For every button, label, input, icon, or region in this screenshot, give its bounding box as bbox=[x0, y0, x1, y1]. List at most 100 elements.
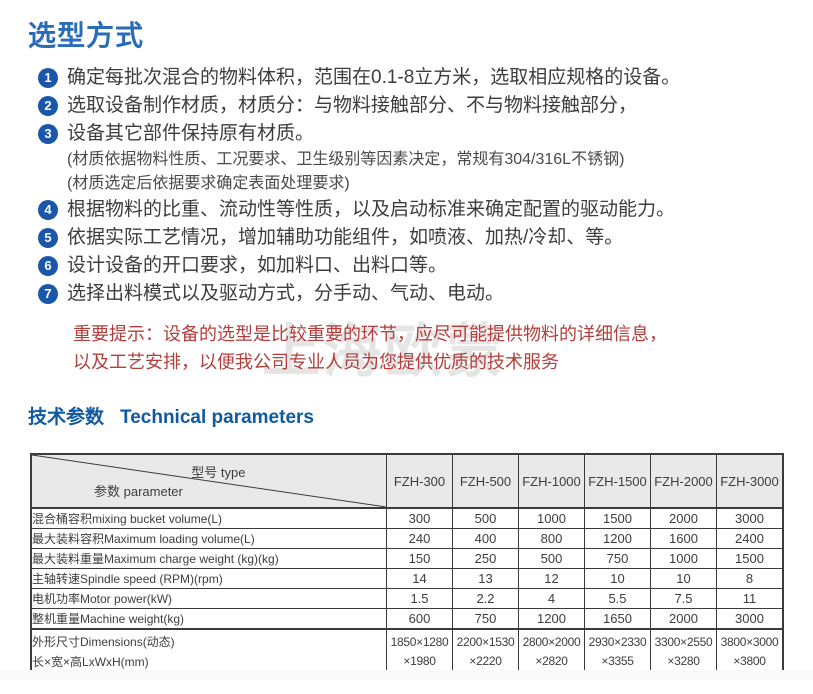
item-number-badge: 4 bbox=[38, 200, 58, 220]
selection-steps: 1 确定每批次混合的物料体积，范围在0.1-8立方米，选取相应规格的设备。 2 … bbox=[38, 64, 813, 308]
table-row: 电机功率Motor power(kW) 1.5 2.2 4 5.5 7.5 11 bbox=[30, 588, 784, 609]
item-text: 依据实际工艺情况，增加辅助功能组件，如喷液、加热/冷却、等。 bbox=[67, 227, 624, 248]
table-corner-cell: 型号 type 参数 parameter bbox=[30, 453, 387, 509]
param-value: 12 bbox=[518, 568, 585, 589]
param-value: 8 bbox=[716, 568, 784, 589]
param-value: 500 bbox=[518, 548, 585, 569]
notice-line: 重要提示：设备的选型是比较重要的环节，应尽可能提供物料的详细信息， bbox=[73, 324, 667, 344]
list-item: 4 根据物料的比重、流动性等性质，以及启动标准来确定配置的驱动能力。 bbox=[38, 196, 813, 224]
item-text: 设备其它部件保持原有材质。 bbox=[67, 123, 315, 144]
param-label: 最大装料容积Maximum loading volume(L) bbox=[30, 528, 387, 549]
param-value: 250 bbox=[452, 548, 519, 569]
param-value: 1200 bbox=[518, 608, 585, 630]
param-value: 3000 bbox=[716, 608, 784, 630]
dims-h: ×2220 bbox=[469, 654, 502, 668]
param-value: 10 bbox=[650, 568, 717, 589]
param-value: 1000 bbox=[518, 507, 585, 529]
dims-h: ×3800 bbox=[733, 654, 766, 668]
dims-lw: 3300×2550 bbox=[654, 635, 713, 649]
dims-h: ×3280 bbox=[667, 654, 700, 668]
param-value: 2000 bbox=[650, 608, 717, 630]
param-value: 3300×2550 ×3280 bbox=[650, 628, 717, 676]
item-text: 根据物料的比重、流动性等性质，以及启动标准来确定配置的驱动能力。 bbox=[67, 199, 676, 220]
item-text: 选择出料模式以及驱动方式，分手动、气动、电动。 bbox=[67, 283, 505, 304]
item-number-badge: 6 bbox=[38, 256, 58, 276]
table-row-dimensions: 外形尺寸Dimensions(动态) 长×宽×高LxWxH(mm) 1850×1… bbox=[30, 628, 784, 676]
table-row: 最大装料重量Maximum charge weight (kg)(kg) 150… bbox=[30, 548, 784, 569]
table-row: 最大装料容积Maximum loading volume(L) 240 400 … bbox=[30, 528, 784, 549]
note-line: (材质依据物料性质、工况要求、卫生级别等因素决定，常规有304/316L不锈钢) bbox=[67, 151, 625, 168]
column-header: FZH-3000 bbox=[716, 453, 784, 509]
dims-h: ×3355 bbox=[601, 654, 634, 668]
dims-lw: 3800×3000 bbox=[720, 635, 779, 649]
list-item: 1 确定每批次混合的物料体积，范围在0.1-8立方米，选取相应规格的设备。 bbox=[38, 64, 813, 92]
param-value: 750 bbox=[584, 548, 651, 569]
item-text: 设计设备的开口要求，如加料口、出料口等。 bbox=[67, 255, 448, 276]
param-value: 13 bbox=[452, 568, 519, 589]
param-value: 1500 bbox=[584, 507, 651, 529]
param-value: 150 bbox=[386, 548, 453, 569]
param-value: 300 bbox=[386, 507, 453, 529]
item-number-badge: 3 bbox=[38, 124, 58, 144]
param-value: 1000 bbox=[650, 548, 717, 569]
dims-h: ×2820 bbox=[535, 654, 568, 668]
param-value: 14 bbox=[386, 568, 453, 589]
notice-line: 以及工艺安排，以便我公司专业人员为您提供优质的技术服务 bbox=[73, 352, 559, 372]
page-title: 选型方式 bbox=[28, 20, 145, 51]
table-row: 混合桶容积mixing bucket volume(L) 300 500 100… bbox=[30, 507, 784, 529]
param-value: 600 bbox=[386, 608, 453, 630]
bottom-divider-band bbox=[0, 670, 813, 679]
param-value: 2800×2000 ×2820 bbox=[518, 628, 585, 676]
column-header: FZH-2000 bbox=[650, 453, 717, 509]
param-value: 5.5 bbox=[584, 588, 651, 609]
param-value: 240 bbox=[386, 528, 453, 549]
param-value: 2930×2330 ×3355 bbox=[584, 628, 651, 676]
param-value: 2400 bbox=[716, 528, 784, 549]
diagonal-divider-line bbox=[32, 455, 386, 507]
corner-label-type: 型号 type bbox=[191, 465, 246, 480]
dims-lw: 2200×1530 bbox=[456, 635, 515, 649]
dims-lw: 2800×2000 bbox=[522, 635, 581, 649]
param-value: 4 bbox=[518, 588, 585, 609]
note-line: (材质选定后依据要求确定表面处理要求) bbox=[67, 175, 350, 192]
param-label: 混合桶容积mixing bucket volume(L) bbox=[30, 507, 387, 529]
material-notes: (材质依据物料性质、工况要求、卫生级别等因素决定，常规有304/316L不锈钢)… bbox=[67, 148, 813, 196]
item-text: 确定每批次混合的物料体积，范围在0.1-8立方米，选取相应规格的设备。 bbox=[67, 67, 681, 88]
param-label: 电机功率Motor power(kW) bbox=[30, 588, 387, 609]
important-notice: 重要提示：设备的选型是比较重要的环节，应尽可能提供物料的详细信息， 以及工艺安排… bbox=[73, 320, 813, 376]
param-value: 1.5 bbox=[386, 588, 453, 609]
param-label: 最大装料重量Maximum charge weight (kg)(kg) bbox=[30, 548, 387, 569]
param-value: 3000 bbox=[716, 507, 784, 529]
param-value: 500 bbox=[452, 507, 519, 529]
param-value: 2200×1530 ×2220 bbox=[452, 628, 519, 676]
param-value: 3800×3000 ×3800 bbox=[716, 628, 784, 676]
param-label: 主轴转速Spindle speed (RPM)(rpm) bbox=[30, 568, 387, 589]
param-value: 1600 bbox=[650, 528, 717, 549]
param-value: 1200 bbox=[584, 528, 651, 549]
section-heading: 技术参数 Technical parameters bbox=[28, 402, 813, 429]
param-value: 1500 bbox=[716, 548, 784, 569]
list-item: 2 选取设备制作材质，材质分：与物料接触部分、不与物料接触部分， bbox=[38, 92, 813, 120]
list-item: 3 设备其它部件保持原有材质。 bbox=[38, 120, 813, 148]
item-number-badge: 7 bbox=[38, 284, 58, 304]
dims-label-line2: 长×宽×高LxWxH(mm) bbox=[32, 655, 149, 669]
dims-lw: 2930×2330 bbox=[588, 635, 647, 649]
param-value: 400 bbox=[452, 528, 519, 549]
section-heading-en: Technical parameters bbox=[120, 407, 314, 428]
param-value: 2000 bbox=[650, 507, 717, 529]
dims-label-line1: 外形尺寸Dimensions(动态) bbox=[32, 635, 175, 649]
param-value: 800 bbox=[518, 528, 585, 549]
item-number-badge: 2 bbox=[38, 96, 58, 116]
section-heading-zh: 技术参数 bbox=[28, 407, 105, 428]
list-item: 6 设计设备的开口要求，如加料口、出料口等。 bbox=[38, 252, 813, 280]
technical-parameters-table: 型号 type 参数 parameter FZH-300 FZH-500 FZH… bbox=[30, 453, 784, 676]
dims-h: ×1980 bbox=[403, 654, 436, 668]
item-text: 选取设备制作材质，材质分：与物料接触部分、不与物料接触部分， bbox=[67, 95, 638, 116]
item-number-badge: 1 bbox=[38, 68, 58, 88]
param-label: 整机重量Machine weight(kg) bbox=[30, 608, 387, 630]
list-item: 7 选择出料模式以及驱动方式，分手动、气动、电动。 bbox=[38, 280, 813, 308]
param-label: 外形尺寸Dimensions(动态) 长×宽×高LxWxH(mm) bbox=[30, 628, 387, 676]
dims-lw: 1850×1280 bbox=[390, 635, 449, 649]
param-value: 10 bbox=[584, 568, 651, 589]
param-value: 11 bbox=[716, 588, 784, 609]
